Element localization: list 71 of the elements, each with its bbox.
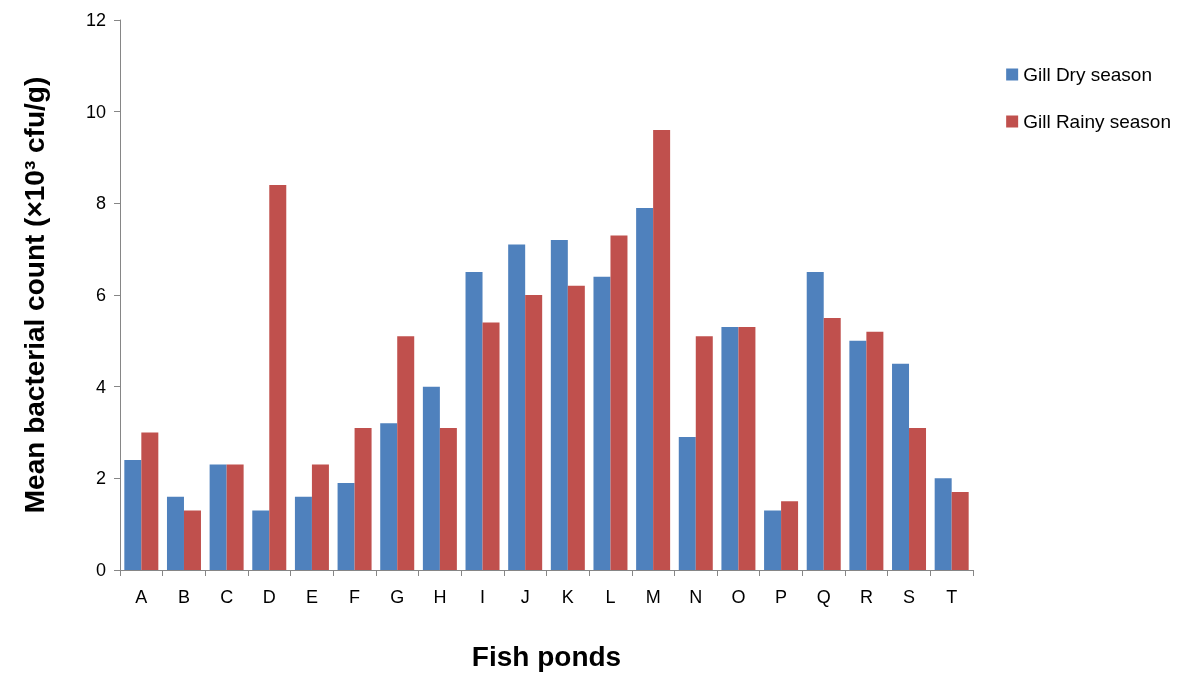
bar [738,327,756,570]
y-tick-label: 10 [85,101,106,122]
x-tick-label: I [480,587,486,607]
x-tick-label: A [135,587,148,607]
bar [781,501,799,570]
x-tick-label: Q [816,587,831,607]
bar [678,437,696,570]
bar [294,496,312,570]
x-tick-label: S [903,587,916,607]
y-tick-label: 6 [95,285,106,305]
bar [550,240,568,570]
x-tick-label: M [645,587,661,607]
bar [653,130,671,570]
bar [909,427,927,570]
bar [337,482,355,570]
x-tick-label: N [689,587,703,607]
x-tick-label: F [349,587,361,607]
bar [823,317,841,570]
y-tick-label: 12 [85,10,106,30]
bar [695,336,713,570]
x-tick-label: T [946,587,958,607]
x-axis-title: Fish ponds [471,640,622,672]
bar [141,432,159,570]
bar [380,423,398,570]
bar [209,464,227,570]
bar [482,322,500,570]
bar [525,295,543,570]
bar [849,340,867,570]
bar [166,496,184,570]
bar [183,510,201,570]
bar [610,235,628,570]
bar [354,427,372,570]
bar [593,276,611,570]
y-tick-label: 2 [95,468,106,489]
legend-label: Gill Dry season [1023,64,1152,85]
x-tick-label: R [859,587,873,607]
x-tick-label: H [433,587,447,607]
bar [951,492,969,570]
bar [934,478,952,570]
legend-label: Gill Rainy season [1023,111,1171,132]
bar [252,510,270,570]
x-tick-label: O [731,587,746,607]
x-tick-label: P [775,587,788,607]
bar [439,427,457,570]
bar [636,207,654,570]
bar [124,460,142,570]
bar [567,285,585,570]
bar [721,327,739,570]
bar [764,510,782,570]
y-tick-label: 4 [95,376,106,397]
bar [397,336,415,570]
bar [422,386,440,570]
bar [226,464,244,570]
bar [508,244,526,570]
x-tick-label: L [605,587,616,607]
x-tick-label: K [561,587,574,607]
bar [866,331,884,570]
x-tick-label: C [220,587,234,607]
bar [892,363,910,570]
y-tick-label: 0 [95,560,106,580]
bar [269,185,287,570]
bar [311,464,329,570]
x-tick-label: J [520,587,530,607]
x-tick-label: G [390,587,405,607]
x-tick-label: D [262,587,276,607]
bar [465,272,483,570]
y-axis-title: Mean bacterial count (×10³ cfu/g) [18,76,50,514]
bar [806,272,824,570]
x-tick-label: B [177,587,190,607]
x-tick-label: E [305,587,318,607]
y-tick-label: 8 [95,193,106,214]
